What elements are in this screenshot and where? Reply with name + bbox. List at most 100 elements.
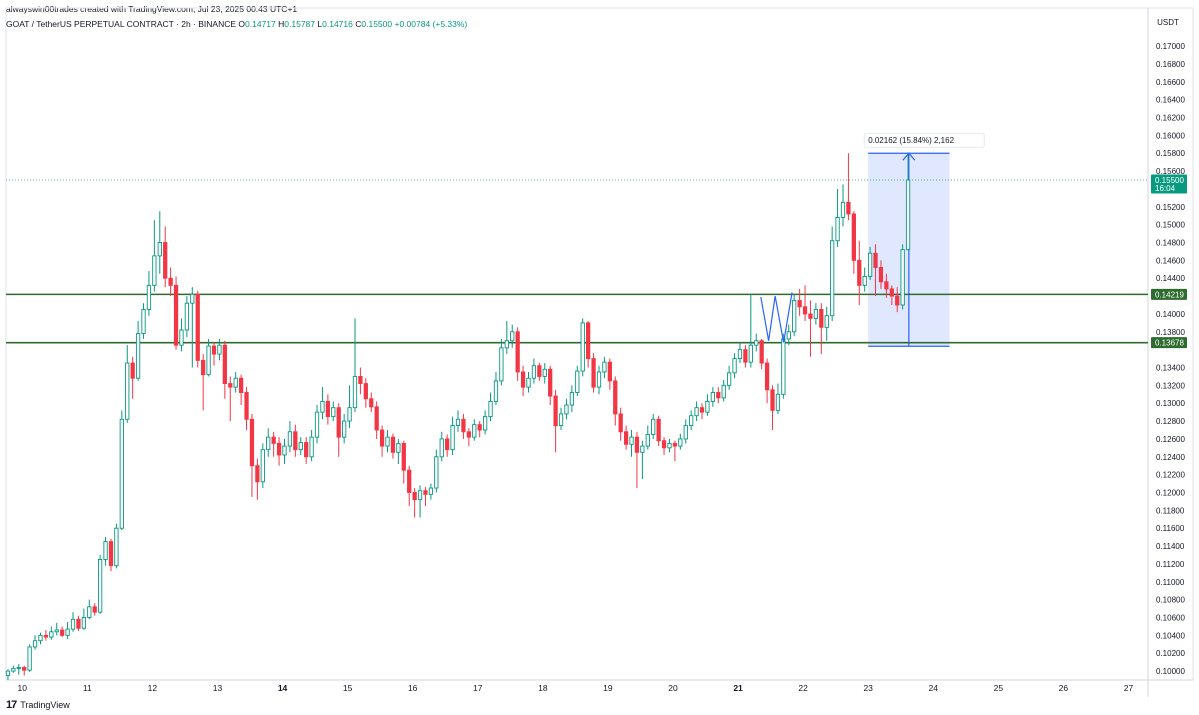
candle-body [98,559,103,613]
candle-body [819,309,824,328]
pattern-zigzag [760,292,793,343]
candle-body [732,358,737,374]
currency-label: USDT [1157,18,1179,27]
candle-body [385,436,390,447]
current-price-tag: 0.15500 [1155,176,1184,185]
x-tick-label: 18 [538,683,548,693]
y-tick-label: 0.12400 [1156,453,1185,462]
candle-body [721,384,726,399]
y-tick-label: 0.10200 [1156,649,1185,658]
candle-body [764,362,770,391]
close-value: 0.15500 [361,19,393,29]
candle-body [792,300,797,333]
candle-body [293,431,298,451]
candle-body [667,442,672,449]
candle-body [548,368,553,397]
candle-body [32,640,38,648]
candle-body [11,667,16,672]
candle-body [325,400,331,418]
candle-body [298,442,303,451]
candle-body [515,331,520,373]
candle-body [249,418,255,467]
measure-label: 0.02162 (15.84%) 2,162 [868,136,954,145]
candle-body [103,541,108,560]
candle-body [238,377,244,393]
x-tick-label: 10 [18,683,28,693]
candle-body [905,179,911,251]
x-tick-label: 14 [278,683,288,693]
candle-body [309,436,314,458]
y-tick-label: 0.11200 [1156,560,1185,569]
open-label: O [238,19,246,29]
candle-body [857,259,862,286]
candle-body [336,407,341,438]
candle-body [867,252,873,277]
candle-body [813,309,819,319]
candle-body [770,389,775,411]
brand-name: TradingView [20,700,70,710]
candle-body [830,240,835,317]
candle-body [379,429,385,447]
candle-body [651,418,656,435]
candle-body [439,438,444,458]
candle-body [38,634,43,642]
x-tick-label: 12 [148,683,158,693]
y-tick-label: 0.14600 [1156,256,1185,265]
candle-body [201,359,206,376]
candle-body [60,629,65,636]
candle-body [564,404,569,415]
candle-body [672,442,678,447]
candle-body [580,322,585,372]
x-tick-label: 25 [994,683,1004,693]
candle-body [260,449,265,483]
candle-body [781,338,786,395]
candle-body [602,361,607,373]
candle-body [282,445,287,456]
candle-body [141,309,146,335]
candle-body [125,362,130,420]
candle-body [49,631,54,638]
y-tick-label: 0.13000 [1156,399,1185,408]
y-tick-label: 0.15000 [1156,221,1185,230]
candle-body [520,371,526,388]
candle-body [900,249,905,306]
candle-body [87,606,92,618]
candle-body [754,340,759,346]
level-price-tag: 0.14219 [1155,290,1184,299]
candle-body [190,293,195,304]
level-price-tag: 0.13678 [1155,339,1184,348]
candle-body [824,315,829,328]
candle-body [152,255,157,286]
candle-body [54,629,59,633]
candle-body [493,380,499,402]
candle-body [645,434,650,447]
candle-body [499,347,504,382]
candle-body [705,400,710,413]
x-tick-label: 22 [798,683,808,693]
y-tick-label: 0.15800 [1156,149,1185,158]
candle-body [596,371,602,388]
candle-body [526,377,531,388]
tradingview-logo-icon: 17 [6,699,17,711]
candle-body [873,252,878,268]
candle-body [211,345,217,355]
candle-body [369,398,374,408]
candle-body [412,492,417,501]
candle-body [130,362,135,379]
candle-body [195,293,200,361]
y-tick-label: 0.15200 [1156,203,1185,212]
x-tick-label: 16 [408,683,418,693]
y-tick-label: 0.13200 [1156,381,1185,390]
open-value: 0.14717 [245,19,276,29]
candle-body [114,527,119,567]
high-value: 0.15787 [284,19,316,29]
candle-body [851,213,856,261]
candle-body [135,333,141,379]
x-tick-label: 11 [83,683,92,693]
candle-body [276,442,282,456]
current-price-tag-bg [1151,174,1187,194]
candle-body [407,469,412,493]
y-tick-label: 0.15600 [1156,167,1185,176]
candle-body [743,349,748,363]
